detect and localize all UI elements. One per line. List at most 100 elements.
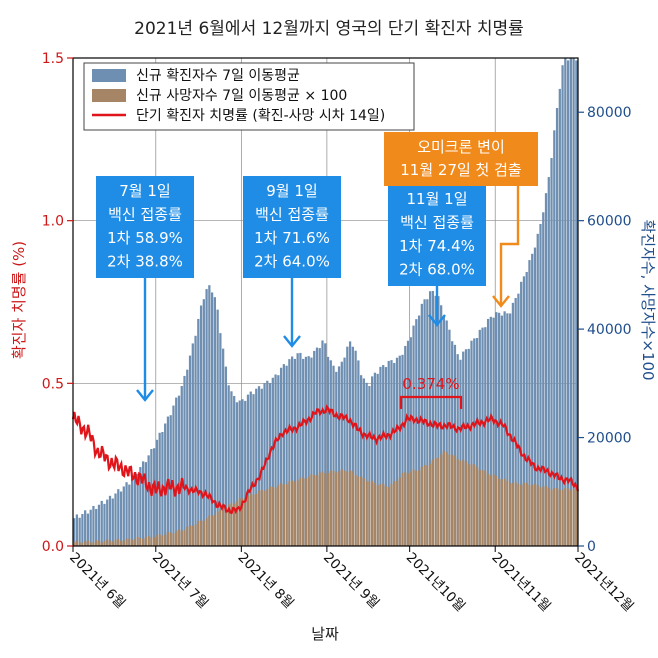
case-bar [188,355,192,546]
death-bar [445,452,448,546]
case-bar [175,397,178,546]
annotation-omicron-arrow-head [492,295,510,308]
death-bar [426,465,429,546]
death-bar [125,538,128,546]
right-tick-label: 40000 [587,322,632,338]
case-bar [404,345,407,546]
death-bar [520,484,523,546]
case-bar [183,375,186,546]
death-bar [511,482,515,546]
annotation-jul-text: 2차 38.8% [107,253,183,271]
death-bar [553,488,556,546]
left-tick-label: 1.5 [42,51,64,67]
case-bar [415,319,418,546]
death-bar [161,535,164,546]
x-tick-label: 2021년12월 [571,550,636,615]
case-bar [564,58,567,546]
death-bar [263,490,266,546]
death-bar [274,487,277,546]
y-axis-label-left: 확진자 치명률 (%) [10,241,28,359]
case-bar [235,402,239,546]
case-bar [390,360,393,546]
death-bar [379,484,382,546]
death-bar [84,541,87,546]
death-bar [279,483,283,546]
x-axis: 2021년 6월 2021년 7월 2021년 8월 2021년 9월 2021년10월… [66,546,636,615]
case-bar [128,484,131,546]
case-bar [467,348,470,546]
death-bar [238,498,241,546]
death-bar [313,475,316,546]
death-bar [260,489,263,546]
case-bar [313,350,316,546]
death-bar [393,481,396,546]
death-bar [216,511,219,546]
case-bar [117,489,120,546]
death-bar [566,488,570,546]
death-bar [304,478,308,546]
case-bar [199,305,203,546]
death-bar [492,474,495,546]
case-bar [285,365,288,546]
case-bar [525,271,528,546]
case-bar [282,364,285,546]
death-bar [241,498,244,546]
death-bar [188,525,192,546]
case-bar [172,405,175,546]
death-bar [572,489,575,546]
case-bar [141,461,145,546]
case-bar [78,517,81,546]
case-bar [569,58,572,546]
death-bar [575,487,578,546]
death-bar [390,484,393,546]
case-bar [266,380,269,546]
case-bar [387,360,390,546]
legend-swatch-deaths [92,89,126,102]
death-bar [318,472,321,546]
annotation-omicron-box [384,132,538,186]
death-bar [128,538,131,546]
case-bar [288,359,291,546]
case-bar [244,400,247,546]
case-bar [420,303,423,546]
legend-label-cases: 신규 확진자수 7일 이동평균 [136,68,300,84]
legend-swatch-cases [92,69,126,82]
death-bar [257,490,261,546]
death-bar [522,482,526,546]
case-bar [462,351,465,546]
death-bar [509,483,512,546]
death-bar [97,540,101,546]
left-axis: 0.0 0.5 1.0 1.5 [42,51,73,555]
death-bar [326,472,330,546]
case-bar [544,193,548,546]
case-bar [238,400,241,546]
death-bar [497,478,501,546]
case-bar [150,449,153,546]
case-bar [111,498,114,546]
death-bar [351,471,354,546]
case-bar [136,473,139,546]
case-bar [553,130,556,547]
case-bar [365,382,368,546]
death-bar [158,534,161,546]
death-bar [558,489,561,546]
case-bar [202,299,205,546]
death-bar [453,455,457,546]
death-bar [106,539,109,546]
case-bar [348,341,352,546]
death-bar [293,481,297,546]
case-bar [520,281,523,546]
case-bar [318,348,321,546]
case-bar [484,327,487,546]
death-bar [359,476,363,546]
case-bar [417,315,421,546]
death-bar [194,524,197,546]
case-bar [362,378,366,546]
death-bar [340,469,343,546]
death-bar [199,520,203,546]
case-bar [575,60,578,547]
death-bar [382,483,385,546]
case-bar [302,358,305,546]
death-bar [183,530,186,546]
case-bar [398,355,401,546]
